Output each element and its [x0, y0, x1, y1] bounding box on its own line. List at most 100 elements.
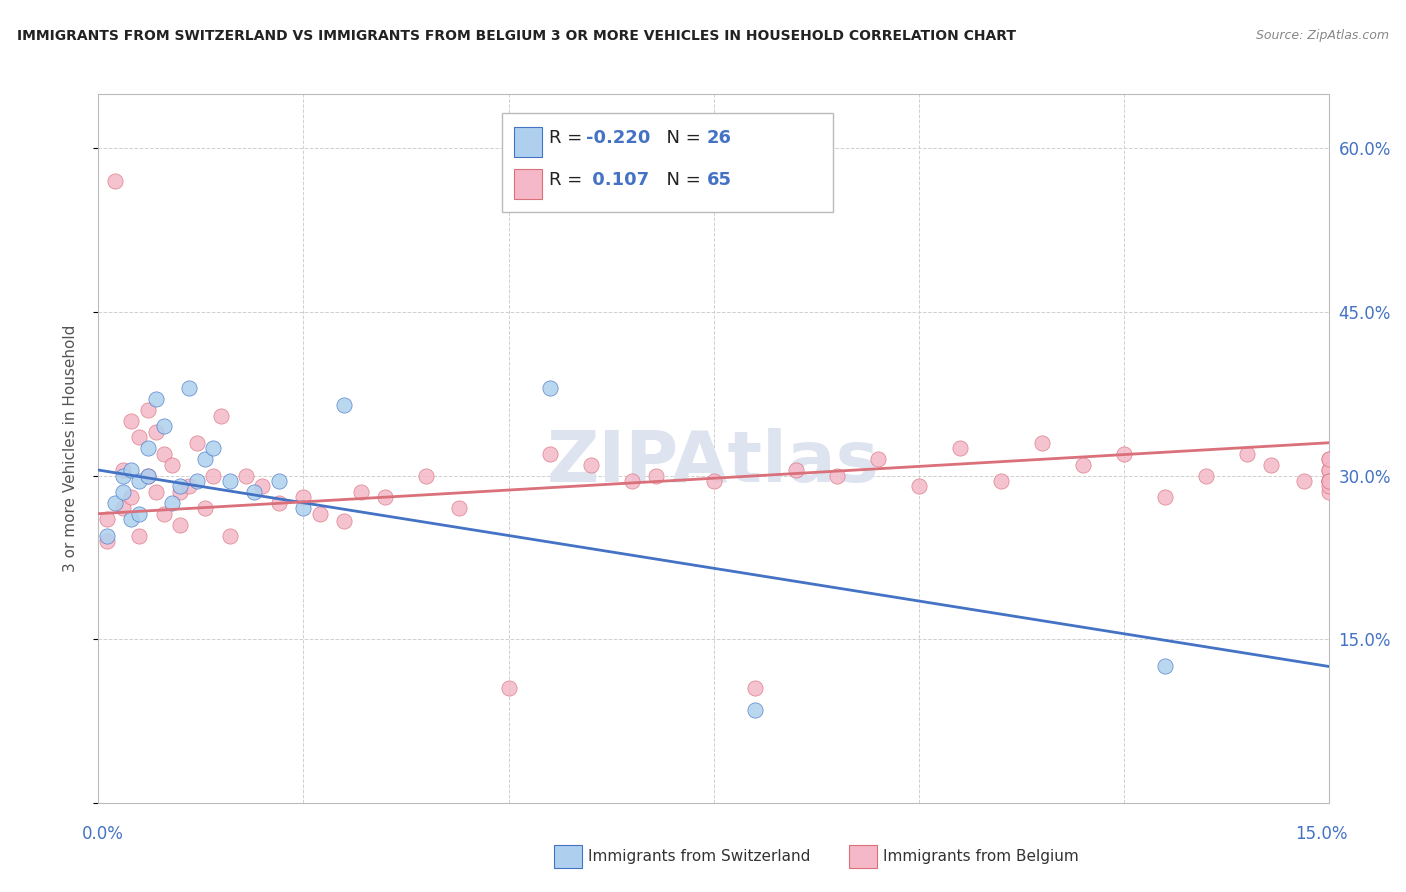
Point: [243, 484, 266, 499]
Point: [1317, 463, 1340, 477]
Point: [1071, 458, 1094, 472]
Point: [309, 507, 332, 521]
Point: [267, 496, 290, 510]
Point: [136, 442, 159, 456]
Point: [128, 430, 150, 444]
Point: [1294, 474, 1316, 488]
Point: [1317, 474, 1340, 488]
Point: [866, 452, 889, 467]
Point: [112, 501, 135, 516]
Point: [104, 174, 127, 188]
Point: [990, 474, 1012, 488]
Point: [1317, 463, 1340, 477]
Point: [703, 474, 725, 488]
Point: [128, 474, 150, 488]
Point: [1153, 659, 1175, 673]
Point: [128, 507, 150, 521]
Point: [744, 681, 766, 696]
Text: IMMIGRANTS FROM SWITZERLAND VS IMMIGRANTS FROM BELGIUM 3 OR MORE VEHICLES IN HOU: IMMIGRANTS FROM SWITZERLAND VS IMMIGRANT…: [17, 29, 1017, 43]
Point: [350, 484, 373, 499]
Point: [120, 491, 142, 505]
Point: [785, 463, 807, 477]
Point: [825, 468, 848, 483]
Point: [1260, 458, 1282, 472]
Point: [498, 681, 520, 696]
Point: [153, 447, 176, 461]
Point: [186, 474, 208, 488]
Point: [1153, 491, 1175, 505]
Point: [145, 425, 167, 439]
Point: [1112, 447, 1135, 461]
Point: [449, 501, 471, 516]
Text: 26: 26: [707, 129, 733, 147]
Point: [104, 496, 127, 510]
Point: [153, 419, 176, 434]
Point: [1236, 447, 1258, 461]
Point: [292, 501, 315, 516]
Point: [949, 442, 972, 456]
Point: [252, 479, 274, 493]
Point: [202, 468, 225, 483]
Point: [333, 398, 356, 412]
Point: [620, 474, 643, 488]
Text: 65: 65: [707, 171, 733, 189]
Point: [153, 507, 176, 521]
Point: [194, 501, 217, 516]
Text: 0.0%: 0.0%: [82, 825, 124, 843]
Point: [136, 468, 159, 483]
Point: [374, 491, 396, 505]
Text: Immigrants from Switzerland: Immigrants from Switzerland: [588, 849, 810, 863]
Point: [1317, 484, 1340, 499]
Point: [1317, 479, 1340, 493]
Point: [645, 468, 668, 483]
Point: [211, 409, 233, 423]
Point: [120, 463, 142, 477]
Point: [128, 528, 150, 542]
Point: [177, 479, 200, 493]
Point: [202, 442, 225, 456]
Point: [538, 447, 561, 461]
Point: [120, 512, 142, 526]
Text: ZIPAtlas: ZIPAtlas: [547, 428, 880, 497]
Point: [96, 533, 118, 548]
Text: N =: N =: [655, 129, 706, 147]
Point: [267, 474, 290, 488]
Point: [145, 392, 167, 406]
Point: [162, 496, 184, 510]
Text: Immigrants from Belgium: Immigrants from Belgium: [883, 849, 1078, 863]
Point: [1317, 452, 1340, 467]
Point: [136, 403, 159, 417]
Text: 0.107: 0.107: [586, 171, 650, 189]
Point: [235, 468, 257, 483]
Point: [907, 479, 929, 493]
Point: [112, 468, 135, 483]
Point: [579, 458, 602, 472]
Point: [1317, 474, 1340, 488]
Point: [162, 458, 184, 472]
Text: R =: R =: [550, 129, 588, 147]
Text: 15.0%: 15.0%: [1295, 825, 1348, 843]
Point: [177, 381, 200, 395]
Point: [333, 514, 356, 528]
Point: [145, 484, 167, 499]
Point: [169, 479, 191, 493]
Text: -0.220: -0.220: [586, 129, 651, 147]
Point: [1317, 452, 1340, 467]
Point: [112, 484, 135, 499]
Point: [96, 512, 118, 526]
Point: [292, 491, 315, 505]
Point: [169, 484, 191, 499]
Point: [218, 528, 240, 542]
Point: [96, 528, 118, 542]
Point: [136, 468, 159, 483]
Point: [194, 452, 217, 467]
Point: [120, 414, 142, 428]
Point: [186, 435, 208, 450]
Text: Source: ZipAtlas.com: Source: ZipAtlas.com: [1256, 29, 1389, 42]
Point: [1317, 474, 1340, 488]
Point: [218, 474, 240, 488]
Y-axis label: 3 or more Vehicles in Household: 3 or more Vehicles in Household: [63, 325, 77, 572]
Point: [415, 468, 437, 483]
Point: [1195, 468, 1218, 483]
Point: [538, 381, 561, 395]
